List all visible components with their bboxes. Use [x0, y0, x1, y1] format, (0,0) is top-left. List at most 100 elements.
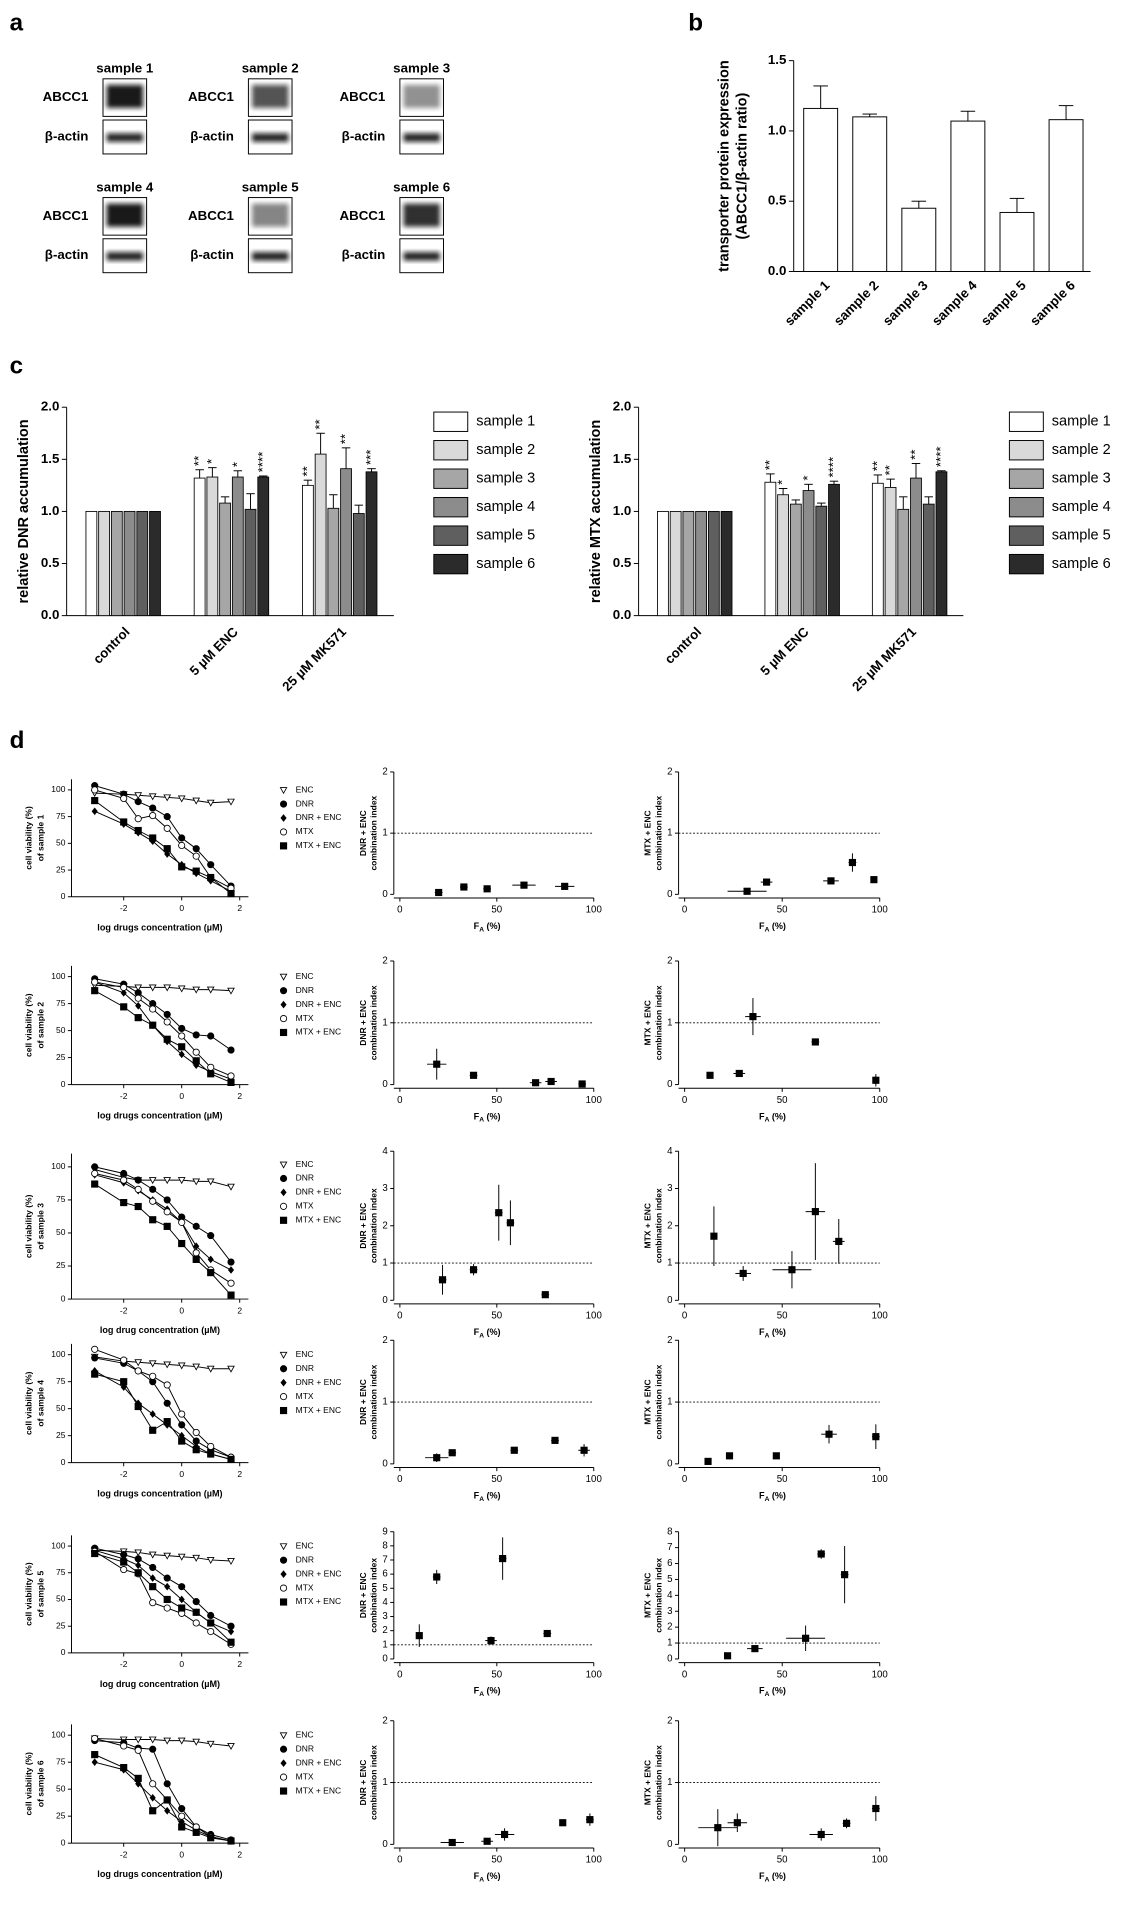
marker — [178, 1437, 186, 1445]
marker — [149, 1185, 157, 1193]
marker — [148, 1736, 157, 1744]
x-tick-label: 100 — [586, 1669, 603, 1680]
x-tick-label: 50 — [777, 905, 788, 916]
bar — [193, 477, 206, 617]
y-tick-label: 2 — [667, 767, 672, 778]
marker — [704, 1457, 712, 1465]
marker — [148, 793, 157, 801]
marker — [207, 861, 215, 869]
marker — [279, 828, 288, 836]
legend-label: MTX + ENC — [296, 1785, 341, 1795]
marker — [178, 1805, 186, 1813]
marker — [483, 885, 491, 893]
blot-band-label: ABCC1 — [43, 208, 89, 223]
marker — [192, 1222, 200, 1230]
x-tick-label: 50 — [491, 1669, 502, 1680]
marker — [177, 1362, 186, 1370]
panel-label: a — [10, 10, 24, 37]
bar — [922, 503, 935, 617]
marker — [532, 1079, 540, 1087]
y-tick-label: 0 — [382, 1458, 388, 1469]
x-tick-label: -2 — [120, 1091, 128, 1101]
significance-label: ** — [299, 466, 314, 476]
x-tick-label: 0 — [397, 905, 403, 916]
x-tick-label: 2 — [237, 903, 242, 913]
x-axis-label-part: F — [759, 1686, 765, 1696]
blot-band — [106, 133, 143, 142]
marker — [279, 1787, 288, 1795]
marker — [134, 1359, 143, 1367]
marker — [192, 1031, 200, 1039]
x-axis-label-part: F — [474, 1686, 480, 1696]
marker — [134, 984, 143, 992]
marker — [435, 888, 443, 897]
significance-label: ** — [312, 419, 327, 429]
marker — [192, 1598, 200, 1606]
x-tick-label: 100 — [872, 1095, 889, 1106]
bar — [803, 107, 839, 272]
marker — [163, 1574, 171, 1582]
x-axis-label-part: F — [759, 1871, 765, 1881]
marker — [279, 1174, 288, 1183]
marker — [120, 818, 128, 826]
marker — [811, 1208, 819, 1216]
blot-band — [252, 133, 289, 142]
series-line — [94, 981, 232, 1077]
x-tick-label: 100 — [872, 1669, 889, 1680]
legend-swatch — [433, 525, 469, 546]
marker — [149, 1372, 157, 1380]
marker — [280, 1570, 287, 1578]
y-tick-label: 0 — [61, 1293, 66, 1303]
y-tick-label: 0 — [667, 889, 673, 900]
marker — [227, 1072, 235, 1080]
y-tick-label: 8 — [382, 1540, 387, 1551]
x-tick-label: sample 4 — [929, 277, 980, 328]
x-axis-label-part: A — [479, 1116, 484, 1123]
marker — [749, 1013, 757, 1021]
y-tick-label: 25 — [56, 1052, 66, 1062]
x-axis-label-part: F — [474, 1871, 480, 1881]
marker — [448, 1838, 456, 1847]
marker — [163, 1196, 171, 1204]
marker — [460, 883, 468, 891]
marker — [192, 867, 200, 875]
x-tick-label: 2 — [237, 1469, 242, 1479]
y-axis-label: of sample 5 — [35, 1571, 45, 1618]
legend-label: DNR + ENC — [296, 1187, 342, 1197]
x-axis-label: log drug concentration (µM) — [100, 1679, 220, 1689]
y-tick-label: 0 — [382, 1839, 388, 1850]
y-tick-label: 3 — [382, 1611, 387, 1622]
x-tick-label: 0 — [179, 1659, 184, 1669]
blot-band-label: β-actin — [45, 247, 89, 262]
marker — [163, 1361, 172, 1369]
y-tick-label: 0 — [667, 1839, 673, 1850]
bar — [999, 211, 1035, 272]
y-tick-label: 6 — [667, 1558, 672, 1569]
y-tick-label: 75 — [56, 1567, 66, 1577]
y-tick-label: 1 — [667, 1397, 672, 1408]
x-axis-label-part: (%) — [486, 921, 500, 931]
y-tick-label: 75 — [56, 1194, 66, 1204]
blot-band-label: β-actin — [190, 247, 234, 262]
marker — [178, 1823, 186, 1831]
marker — [192, 1048, 200, 1056]
blot-band — [403, 133, 440, 142]
marker — [827, 877, 835, 885]
legend-label: MTX — [296, 1391, 314, 1401]
marker — [134, 1014, 142, 1022]
marker — [120, 1003, 128, 1011]
marker — [120, 988, 127, 997]
bar — [884, 487, 897, 617]
y-tick-label: 8 — [667, 1526, 672, 1537]
marker — [120, 1356, 128, 1364]
marker — [725, 1452, 734, 1460]
x-tick-label: 100 — [872, 1474, 889, 1485]
marker — [120, 1378, 128, 1386]
bar — [720, 510, 733, 617]
bar — [935, 471, 948, 617]
legend-label: MTX — [296, 1582, 314, 1592]
marker — [120, 1198, 128, 1207]
blot-band — [106, 203, 143, 227]
y-axis-label: combination index — [653, 1188, 663, 1263]
y-tick-label: 25 — [56, 864, 66, 874]
